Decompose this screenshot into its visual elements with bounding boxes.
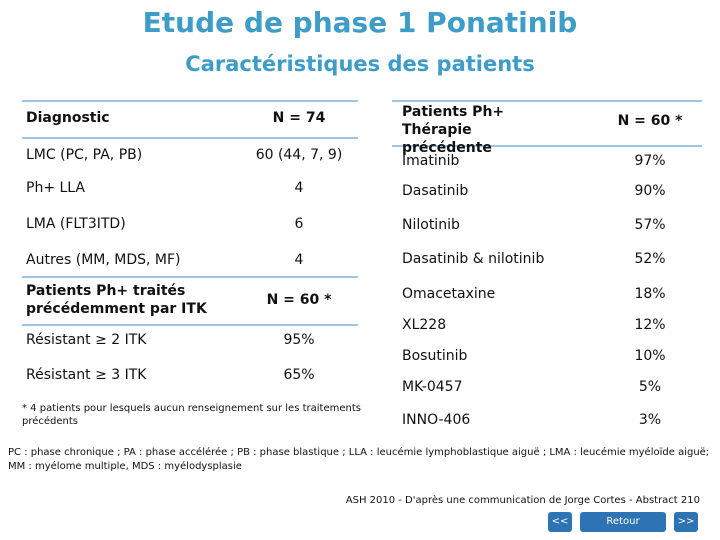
rule xyxy=(22,324,358,326)
row-label: Nilotinib xyxy=(402,217,460,233)
subtitle: Caractéristiques des patients xyxy=(185,52,535,76)
title: Etude de phase 1 Ponatinib xyxy=(142,6,578,39)
row-label: Résistant ≥ 2 ITK xyxy=(26,332,147,348)
row-value: 4 xyxy=(294,252,304,268)
row-label: MK-0457 xyxy=(402,379,463,395)
row-label: Omacetaxine xyxy=(402,286,496,302)
footnote: * 4 patients pour lesquels aucun renseig… xyxy=(22,403,361,427)
row-value: 5% xyxy=(638,379,662,395)
header-cell: N = 60 * xyxy=(266,292,332,308)
next-button[interactable]: >> xyxy=(674,512,698,532)
header-cell: Diagnostic xyxy=(26,110,110,126)
header-cell: N = 74 xyxy=(272,110,326,126)
row-label: Dasatinib xyxy=(402,183,469,199)
prev-button[interactable]: << xyxy=(548,512,572,532)
row-label: XL228 xyxy=(402,317,447,333)
row-label: Autres (MM, MDS, MF) xyxy=(26,252,181,268)
row-value: 52% xyxy=(634,251,666,267)
rule xyxy=(22,100,358,102)
rule xyxy=(22,137,358,139)
row-value: 6 xyxy=(294,216,304,232)
row-value: 97% xyxy=(634,153,666,169)
row-value: 95% xyxy=(283,332,315,348)
rule xyxy=(392,145,702,147)
rule xyxy=(392,100,702,102)
header-cell: Patients Ph+ traités précédemment par IT… xyxy=(26,283,207,317)
row-label: INNO-406 xyxy=(402,412,471,428)
source: ASH 2010 - D'après une communication de … xyxy=(345,495,700,506)
row-value: 3% xyxy=(638,412,662,428)
row-value: 65% xyxy=(283,367,315,383)
row-value: 10% xyxy=(634,348,666,364)
row-value: 18% xyxy=(634,286,666,302)
row-value: 60 (44, 7, 9) xyxy=(255,147,343,163)
rule xyxy=(22,276,358,278)
home-button[interactable]: Retour sommaire xyxy=(580,512,666,540)
row-label: Résistant ≥ 3 ITK xyxy=(26,367,147,383)
row-label: Ph+ LLA xyxy=(26,180,85,196)
row-label: Dasatinib & nilotinib xyxy=(402,251,545,267)
row-value: 4 xyxy=(294,180,304,196)
header-cell: N = 60 * xyxy=(617,113,683,129)
row-value: 12% xyxy=(634,317,666,333)
row-value: 57% xyxy=(634,217,666,233)
abbreviations: PC : phase chronique ; PA : phase accélé… xyxy=(8,447,710,472)
row-label: Imatinib xyxy=(402,153,460,169)
row-label: LMA (FLT3ITD) xyxy=(26,216,126,232)
row-label: LMC (PC, PA, PB) xyxy=(26,147,143,163)
row-value: 90% xyxy=(634,183,666,199)
header-cell: Patients Ph+ Thérapie précédente xyxy=(402,104,505,156)
row-label: Bosutinib xyxy=(402,348,468,364)
